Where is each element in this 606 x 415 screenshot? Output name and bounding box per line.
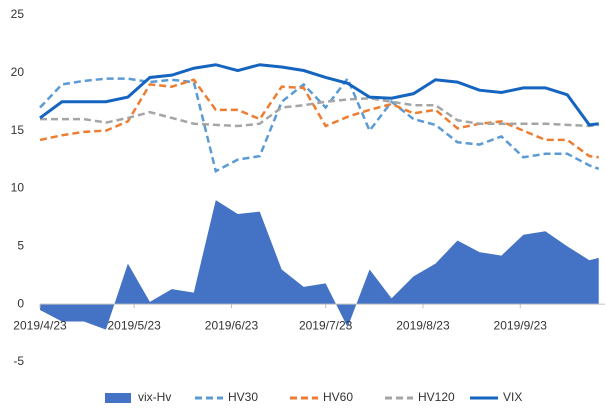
legend-label: HV60 — [323, 390, 353, 404]
x-tick-label: 2019/5/23 — [107, 318, 161, 332]
legend-label: VIX — [503, 390, 522, 404]
y-tick-label: 20 — [11, 65, 25, 79]
y-tick-label: 15 — [11, 123, 25, 137]
line — [40, 97, 599, 128]
x-tick-label: 2019/7/23 — [299, 318, 353, 332]
x-tick-label: 2019/6/23 — [205, 318, 259, 332]
legend-swatch — [105, 393, 131, 403]
area — [40, 200, 599, 330]
y-tick-label: 25 — [11, 7, 25, 21]
legend-label: HV120 — [418, 390, 455, 404]
y-tick-label: 0 — [17, 296, 24, 310]
line — [39, 78, 599, 159]
y-tick-label: -5 — [13, 354, 24, 368]
y-tick-label: 10 — [11, 181, 25, 195]
x-tick-label: 2019/4/23 — [13, 318, 67, 332]
line — [39, 76, 600, 174]
x-tick-label: 2019/9/23 — [494, 318, 548, 332]
line — [39, 63, 599, 127]
x-tick-label: 2019/8/23 — [396, 318, 450, 332]
legend-label: vix-Hv — [138, 390, 171, 404]
y-tick-label: 5 — [17, 239, 24, 253]
legend-label: HV30 — [228, 390, 258, 404]
